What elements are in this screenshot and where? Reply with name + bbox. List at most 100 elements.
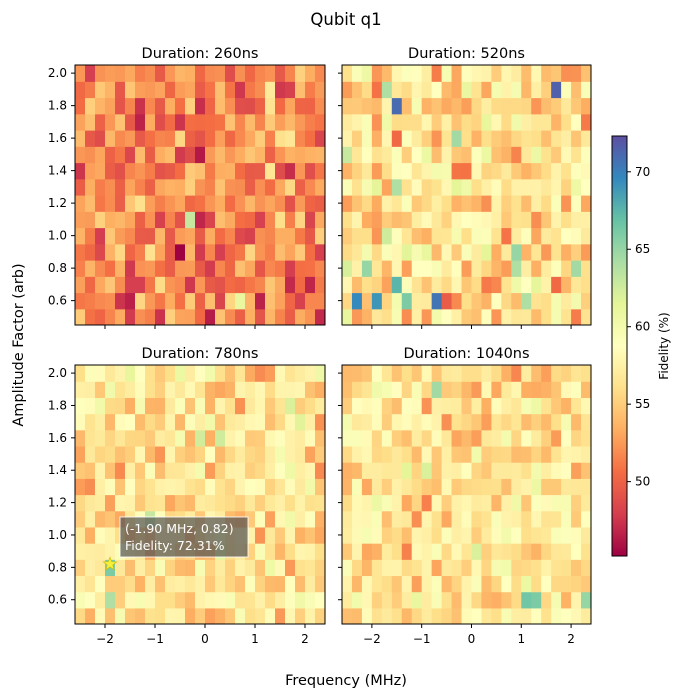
heatmap-cell	[115, 381, 126, 398]
heatmap-cell	[491, 494, 502, 512]
heatmap-cell	[581, 445, 591, 463]
heatmap-cell	[541, 113, 552, 131]
heatmap-cell	[315, 97, 325, 115]
heatmap-cell	[245, 97, 256, 115]
heatmap-cell	[105, 526, 116, 544]
heatmap-cell	[315, 227, 325, 245]
heatmap-cell	[75, 97, 86, 115]
heatmap-cell	[501, 292, 512, 310]
heatmap-cell	[351, 65, 363, 82]
heatmap-cell	[571, 494, 582, 512]
heatmap-cell	[361, 559, 373, 577]
heatmap-cell	[581, 113, 591, 131]
heatmap-cell	[491, 81, 502, 99]
heatmap-cell	[165, 130, 176, 147]
heatmap-cell	[95, 413, 106, 431]
heatmap-cell	[401, 243, 413, 261]
heatmap-cell	[391, 292, 403, 310]
heatmap-cell	[285, 607, 296, 624]
heatmap-cell	[471, 195, 483, 212]
x-tick-label: 1	[517, 632, 525, 646]
heatmap-cell	[342, 308, 353, 325]
heatmap-cell	[95, 211, 106, 229]
heatmap-cell	[431, 243, 443, 261]
heatmap-cell	[165, 607, 176, 624]
heatmap-cell	[165, 591, 176, 609]
heatmap-cell	[411, 429, 423, 447]
heatmap-cell	[551, 397, 562, 415]
heatmap-cell	[391, 510, 403, 528]
heatmap-cell	[125, 445, 136, 463]
heatmap-cell	[135, 445, 146, 463]
heatmap-cell	[381, 292, 393, 310]
heatmap-cell	[441, 211, 453, 229]
heatmap-cell	[75, 429, 86, 447]
heatmap-cell	[401, 543, 413, 560]
heatmap-cell	[431, 260, 443, 277]
heatmap-cell	[521, 81, 532, 99]
heatmap-cell	[421, 260, 433, 277]
heatmap-cell	[451, 308, 463, 325]
heatmap-cell	[85, 130, 96, 147]
heatmap-cell	[75, 195, 86, 212]
heatmap-cell	[95, 195, 106, 212]
heatmap-cell	[165, 113, 176, 131]
heatmap-cell	[371, 292, 383, 310]
heatmap-cell	[185, 292, 196, 310]
heatmap-cell	[135, 381, 146, 398]
heatmap-cell	[581, 178, 591, 196]
heatmap-cell	[235, 445, 246, 463]
heatmap-cell	[175, 575, 186, 593]
heatmap-cell	[471, 178, 483, 196]
heatmap-cell	[491, 559, 502, 577]
heatmap-cell	[315, 178, 325, 196]
heatmap-cell	[521, 276, 532, 294]
heatmap-cell	[361, 146, 373, 164]
heatmap-cell	[521, 243, 532, 261]
heatmap-cell	[195, 130, 206, 147]
heatmap-cell	[381, 162, 393, 180]
heatmap-cell	[481, 591, 492, 609]
heatmap-cell	[461, 81, 473, 99]
heatmap-cell	[391, 276, 403, 294]
heatmap-cell	[305, 178, 316, 196]
heatmap-cell	[175, 413, 186, 431]
heatmap-cell	[571, 292, 582, 310]
heatmap-cell	[265, 178, 276, 196]
heatmap-cell	[255, 559, 266, 577]
heatmap-cell	[105, 276, 116, 294]
heatmap-cell	[501, 365, 512, 382]
heatmap-cell	[215, 575, 226, 593]
heatmap-cell	[401, 65, 413, 82]
heatmap-cell	[305, 227, 316, 245]
heatmap-cell	[265, 97, 276, 115]
heatmap-cell	[451, 365, 463, 382]
heatmap-cell	[225, 607, 236, 624]
heatmap-cell	[145, 243, 156, 261]
heatmap-cell	[185, 130, 196, 147]
heatmap-cell	[461, 308, 473, 325]
heatmap-cell	[421, 559, 433, 577]
heatmap-cell	[501, 276, 512, 294]
heatmap-cell	[511, 260, 522, 277]
heatmap-cell	[295, 65, 306, 82]
heatmap-cell	[135, 292, 146, 310]
heatmap-cell	[511, 381, 522, 398]
heatmap-cell	[185, 413, 196, 431]
heatmap-cell	[295, 478, 306, 496]
heatmap-cell	[165, 365, 176, 382]
heatmap-cell	[125, 81, 136, 99]
heatmap-cell	[361, 162, 373, 180]
heatmap-cell	[481, 146, 492, 164]
heatmap-cell	[471, 494, 483, 512]
heatmap-cell	[461, 130, 473, 147]
heatmap-cell	[85, 526, 96, 544]
heatmap-cell	[501, 65, 512, 82]
heatmap-cell	[245, 526, 256, 544]
heatmap-cell	[315, 130, 325, 147]
heatmap-cell	[275, 526, 286, 544]
heatmap-cell	[295, 227, 306, 245]
heatmap-cell	[431, 308, 443, 325]
heatmap-cell	[401, 227, 413, 245]
heatmap-cell	[285, 559, 296, 577]
